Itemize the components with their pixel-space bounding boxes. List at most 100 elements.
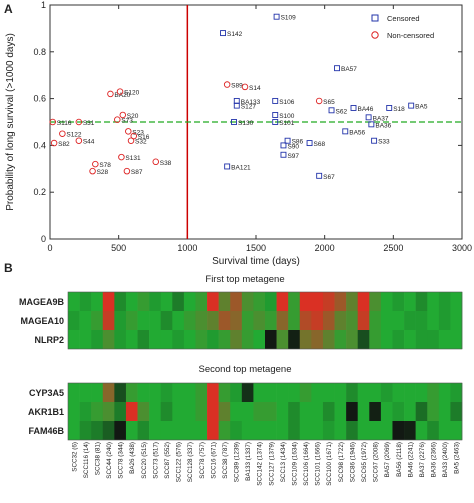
heatmap-cell <box>68 421 80 440</box>
heatmap-cell <box>334 402 347 421</box>
column-label: SCC87 (552) <box>164 442 171 479</box>
point-label: S38 <box>160 160 172 167</box>
heatmap-cell <box>183 292 196 311</box>
non-censored-point <box>125 128 132 135</box>
x-tick-label: 2500 <box>383 243 403 253</box>
heatmap-cell <box>265 311 277 330</box>
point-label: S82 <box>58 141 70 148</box>
column-label: SCC38 (787) <box>222 442 229 479</box>
non-censored-point <box>116 88 124 95</box>
gene-label: MAGEA10 <box>20 316 64 326</box>
heatmap-cell <box>369 330 382 349</box>
heatmap-cell <box>125 330 138 349</box>
heatmap-cell <box>427 311 440 330</box>
heatmap-cell <box>299 383 312 402</box>
non-censored-point <box>241 83 249 91</box>
point-label: S18 <box>393 106 405 113</box>
point-label: S86 <box>292 139 304 146</box>
non-censored-point <box>118 153 125 161</box>
heatmap-cell <box>68 402 80 421</box>
column-label: BA37 (2276) <box>419 442 426 477</box>
heatmap-cell <box>311 330 324 349</box>
point-label: S101 <box>279 120 295 127</box>
heatmap-cell <box>276 402 289 421</box>
x-tick-label: 1500 <box>246 243 266 253</box>
point-label: S28 <box>97 169 109 176</box>
column-label: SCC67 (2008) <box>373 442 380 482</box>
heatmap-cell <box>299 402 312 421</box>
heatmap-cell <box>438 292 451 311</box>
heatmap-cell <box>380 292 393 311</box>
heatmap-cell <box>404 383 416 402</box>
heatmap-cell <box>183 421 196 440</box>
column-label: SCC78 (344) <box>118 442 125 479</box>
non-censored-point <box>130 132 138 140</box>
censored-point <box>342 128 349 135</box>
heatmap-cell <box>79 311 92 330</box>
heatmap-cell <box>114 292 127 311</box>
heatmap-cell <box>253 330 266 349</box>
heatmap-cell <box>125 421 138 440</box>
metagene-title: Second top metagene <box>199 364 292 375</box>
heatmap-cell <box>195 292 208 311</box>
heatmap-cell <box>311 311 324 330</box>
heatmap-cell <box>265 402 277 421</box>
gene-label: AKR1B1 <box>28 407 64 417</box>
censored-point <box>350 105 357 111</box>
heatmap-cell <box>415 421 428 440</box>
heatmap-cell <box>207 311 219 330</box>
column-label: BA26 (438) <box>129 442 136 474</box>
heatmap-cell <box>91 292 104 311</box>
x-tick-label: 1000 <box>177 243 197 253</box>
heatmap-cell <box>79 421 92 440</box>
point-label: S97 <box>287 153 299 160</box>
heatmap-cell <box>288 421 301 440</box>
heatmap-cell <box>241 402 254 421</box>
heatmap-cell <box>195 311 208 330</box>
non-censored-point <box>75 137 83 144</box>
heatmap-cell <box>149 292 162 311</box>
censored-point <box>233 102 240 109</box>
heatmap-cell <box>450 402 463 421</box>
point-label: S68 <box>314 141 326 148</box>
censored-point <box>371 137 378 144</box>
censored-point <box>368 121 375 128</box>
column-label: BA56 (2118) <box>396 442 403 477</box>
heatmap-cell <box>149 421 162 440</box>
panel-a-label: A <box>4 2 13 16</box>
heatmap-cell <box>299 421 312 440</box>
heatmap-cell <box>79 292 92 311</box>
heatmap-cell <box>357 383 370 402</box>
heatmap-cell <box>380 330 393 349</box>
heatmap-cell <box>91 421 104 440</box>
censored-point <box>316 172 323 179</box>
column-label: BA36 (2366) <box>431 442 438 477</box>
heatmap-cell <box>230 421 243 440</box>
x-tick-label: 2000 <box>315 243 335 253</box>
gene-label: MAGEA9B <box>19 297 65 307</box>
point-label: BA57 <box>341 66 357 73</box>
point-label: S131 <box>125 155 141 162</box>
heatmap-cell <box>276 421 289 440</box>
heatmap-cell <box>68 330 80 349</box>
heatmap-cell <box>230 383 243 402</box>
column-label: SCC20 (515) <box>141 442 148 479</box>
heatmap-cell <box>241 421 254 440</box>
point-label: S23 <box>132 129 144 136</box>
heatmap-cell <box>195 402 208 421</box>
heatmap-cell <box>230 292 243 311</box>
heatmap-cell <box>311 402 324 421</box>
heatmap-cell <box>265 383 277 402</box>
heatmap-cell <box>241 330 254 349</box>
heatmap-cell <box>346 330 359 349</box>
heatmap-cell <box>172 292 185 311</box>
column-label: SCC101 (1666) <box>315 442 322 486</box>
heatmap-cell <box>160 330 173 349</box>
heatmap-cell <box>311 421 324 440</box>
x-axis-label: Survival time (days) <box>212 256 300 267</box>
censored-point <box>231 119 237 125</box>
point-label: S130 <box>238 120 254 127</box>
non-censored-point <box>119 111 127 119</box>
heatmap-cell <box>137 421 150 440</box>
heatmap-cell <box>450 383 463 402</box>
